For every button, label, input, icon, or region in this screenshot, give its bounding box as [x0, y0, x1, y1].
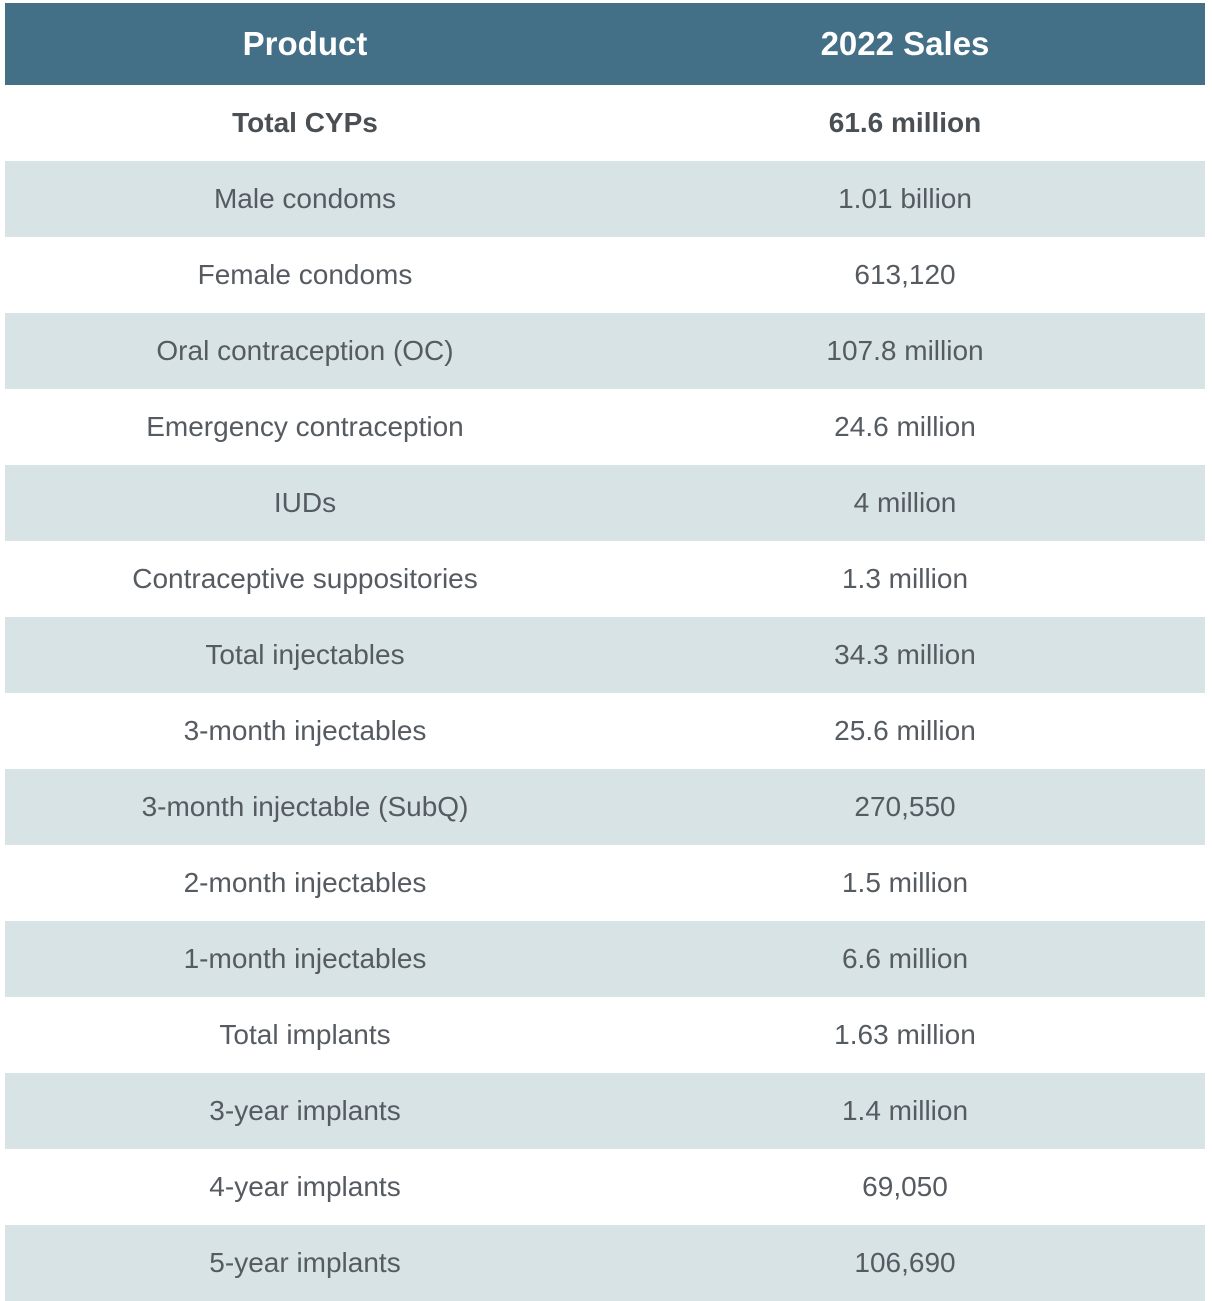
- product-cell: Total injectables: [205, 639, 405, 670]
- sales-cell: 270,550: [854, 791, 956, 822]
- table-row: 1-month injectables 6.6 million: [5, 921, 1205, 997]
- product-cell: Total CYPs: [232, 107, 378, 138]
- sales-cell: 4 million: [853, 487, 957, 518]
- table-row: 4-year implants 69,050: [5, 1149, 1205, 1225]
- sales-cell: 61.6 million: [828, 107, 982, 138]
- sales-cell: 1.01 billion: [838, 183, 972, 214]
- table-row: Contraceptive suppositories 1.3 million: [5, 541, 1205, 617]
- sales-cell: 106,690: [854, 1247, 956, 1278]
- column-header-sales: 2022 Sales: [820, 25, 990, 62]
- product-cell: 5-year implants: [209, 1247, 401, 1278]
- product-cell: 3-year implants: [209, 1095, 401, 1126]
- product-cell: 3-month injectables: [183, 715, 427, 746]
- table-row: Male condoms 1.01 billion: [5, 161, 1205, 237]
- sales-cell: 613,120: [854, 259, 956, 290]
- table-row: IUDs 4 million: [5, 465, 1205, 541]
- table-row: Total implants 1.63 million: [5, 997, 1205, 1073]
- table-row: Oral contraception (OC) 107.8 million: [5, 313, 1205, 389]
- sales-cell: 1.63 million: [834, 1019, 976, 1050]
- sales-cell: 107.8 million: [826, 335, 984, 366]
- table-body: Total CYPs 61.6 million Male condoms 1.01 b…: [5, 85, 1205, 1301]
- product-cell: Male condoms: [213, 183, 397, 214]
- sales-cell: 1.4 million: [841, 1095, 969, 1126]
- table-row: Female condoms 613,120: [5, 237, 1205, 313]
- table-row: 3-month injectable (SubQ) 270,550: [5, 769, 1205, 845]
- product-cell: Oral contraception (OC): [156, 335, 454, 366]
- table-row: Total injectables 34.3 million: [5, 617, 1205, 693]
- sales-cell: 69,050: [862, 1171, 948, 1202]
- sales-cell: 6.6 million: [841, 943, 969, 974]
- sales-cell: 1.3 million: [841, 563, 969, 594]
- sales-cell: 25.6 million: [834, 715, 976, 746]
- sales-cell: 24.6 million: [834, 411, 976, 442]
- sales-cell: 1.5 million: [841, 867, 969, 898]
- table-row: 3-year implants 1.4 million: [5, 1073, 1205, 1149]
- table-row: 2-month injectables 1.5 million: [5, 845, 1205, 921]
- product-cell: Total implants: [219, 1019, 391, 1050]
- product-cell: 3-month injectable (SubQ): [141, 791, 469, 822]
- table-row: 5-year implants 106,690: [5, 1225, 1205, 1301]
- sales-table: Product 2022 Sales Total CYPs 61.6 millio…: [5, 3, 1205, 1301]
- product-cell: Female condoms: [197, 259, 413, 290]
- table-row: Emergency contraception 24.6 million: [5, 389, 1205, 465]
- table-header: Product 2022 Sales: [5, 3, 1205, 85]
- product-cell: IUDs: [273, 487, 337, 518]
- product-cell: 4-year implants: [209, 1171, 401, 1202]
- table-row: Total CYPs 61.6 million: [5, 85, 1205, 161]
- product-cell: Emergency contraception: [146, 411, 464, 442]
- sales-cell: 34.3 million: [834, 639, 976, 670]
- column-header-product: Product: [242, 25, 368, 62]
- product-cell: Contraceptive suppositories: [132, 563, 478, 594]
- product-cell: 2-month injectables: [183, 867, 427, 898]
- table-row: 3-month injectables 25.6 million: [5, 693, 1205, 769]
- product-cell: 1-month injectables: [183, 943, 427, 974]
